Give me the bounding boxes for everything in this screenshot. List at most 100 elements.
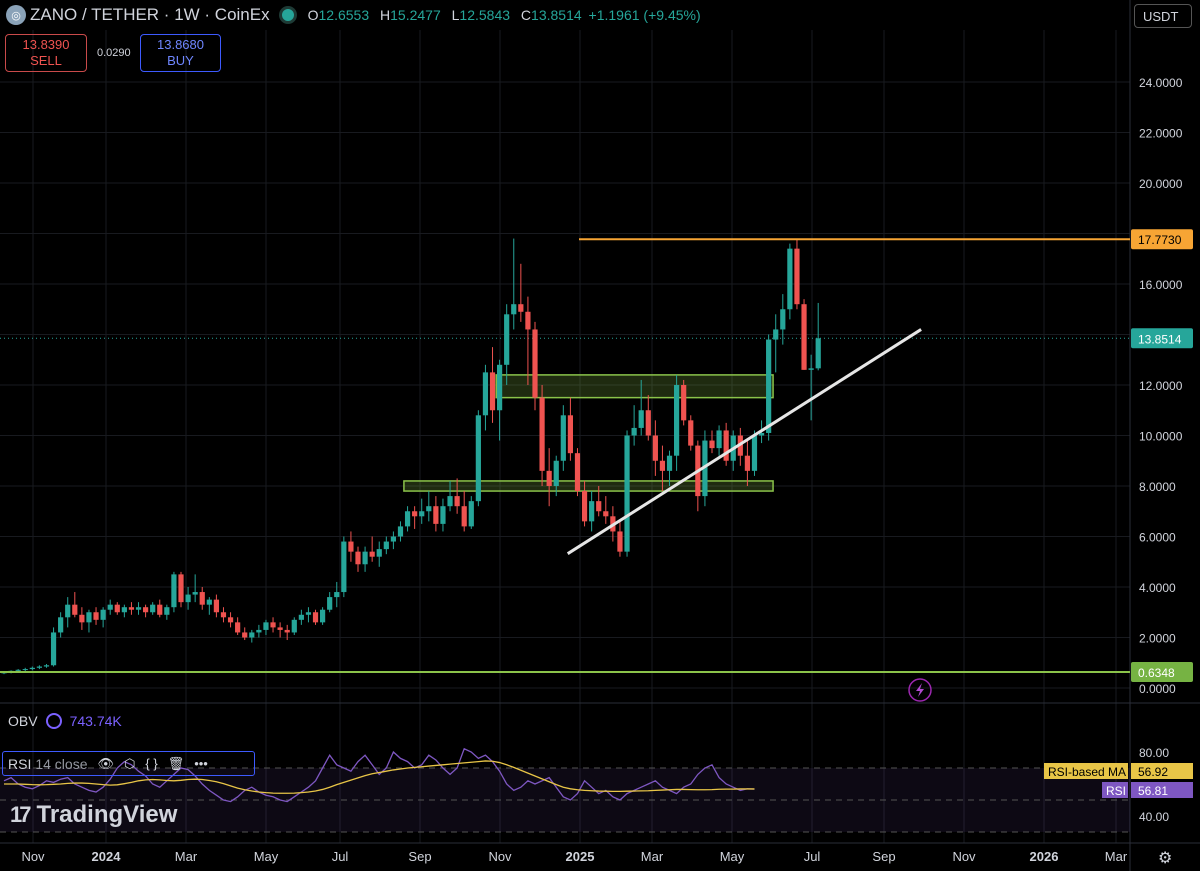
time-tick-label: 2024	[92, 849, 122, 864]
candle	[390, 536, 396, 542]
rsi-value-bg	[1131, 782, 1193, 798]
candle	[652, 435, 658, 461]
candle	[553, 460, 559, 486]
candle	[744, 455, 750, 471]
price-tick-label: 8.0000	[1139, 480, 1176, 494]
rsi-value: 56.81	[1138, 784, 1168, 798]
candle	[58, 617, 64, 633]
lightning-icon[interactable]	[908, 678, 932, 702]
chart-header: ◎ ZANO / TETHER · 1W · CoinEx O12.6553 H…	[0, 0, 704, 30]
symbol-title[interactable]: ZANO / TETHER · 1W · CoinEx	[30, 5, 270, 24]
candle	[86, 612, 92, 623]
eye-icon[interactable]: 👁	[97, 755, 115, 771]
candle	[567, 415, 573, 454]
candle	[497, 364, 503, 411]
candle	[780, 309, 786, 330]
candle	[72, 604, 78, 615]
candle	[766, 339, 772, 433]
candle	[758, 432, 765, 436]
candle	[65, 604, 71, 618]
ohlc-values: O12.6553 H15.2477 L12.5843 C13.8514 +1.1…	[307, 7, 701, 23]
candle	[716, 430, 722, 449]
candle	[270, 622, 276, 628]
candle	[376, 549, 382, 557]
candle	[645, 410, 651, 436]
candle	[43, 665, 50, 667]
candle	[355, 551, 361, 565]
candle	[581, 491, 588, 522]
candle	[518, 304, 524, 312]
candle	[93, 612, 99, 620]
candle	[178, 574, 184, 603]
time-axis[interactable]: Nov 2024 Mar May Jul Sep Nov 2025 Mar May Jul Sep No…	[21, 849, 1127, 864]
more-icon[interactable]: •••	[194, 756, 208, 771]
candlestick-series	[1, 238, 821, 675]
candle	[808, 368, 814, 370]
price-tick-label: 6.0000	[1139, 531, 1176, 545]
candle	[489, 372, 496, 411]
candle	[15, 669, 21, 671]
rsi-tick-label: 40.00	[1139, 810, 1169, 824]
candle	[227, 617, 234, 623]
time-tick-label: 2026	[1030, 849, 1059, 864]
candle	[631, 427, 637, 436]
buy-button[interactable]: 13.8680 BUY	[140, 34, 221, 72]
sell-button[interactable]: 13.8390 SELL	[5, 34, 87, 72]
delete-icon[interactable]: 🗑	[167, 755, 185, 771]
candle	[447, 496, 453, 507]
candle	[206, 599, 212, 605]
settings-icon[interactable]: ⬡	[124, 755, 136, 771]
spread-value: 0.0290	[97, 47, 131, 59]
source-code-icon[interactable]: { }	[145, 756, 158, 771]
price-axis[interactable]: 24.000022.000020.000018.000016.000014.00…	[1131, 76, 1193, 696]
price-tick-label: 16.0000	[1139, 278, 1183, 292]
candle	[22, 669, 28, 671]
candle	[383, 541, 389, 550]
candle	[305, 612, 312, 615]
candle	[150, 604, 156, 613]
candle	[723, 430, 729, 461]
currency-selector[interactable]: USDT	[1134, 4, 1192, 28]
candle	[787, 248, 793, 310]
candle	[674, 385, 680, 456]
horizontal-levels[interactable]	[0, 238, 1130, 673]
price-tick-label: 22.0000	[1139, 127, 1183, 141]
zone-box	[495, 374, 774, 399]
candle	[433, 506, 439, 524]
candle	[546, 470, 552, 486]
candle	[794, 248, 800, 305]
zone-box	[403, 480, 774, 492]
gear-icon[interactable]: ⚙	[1158, 850, 1173, 867]
obv-value: 743.74K	[69, 713, 122, 729]
candle	[213, 599, 219, 613]
candle	[773, 329, 779, 340]
price-tick-label: 10.0000	[1139, 430, 1183, 444]
coin-logo-icon: ◎	[6, 5, 26, 25]
candle	[624, 435, 630, 552]
candle	[256, 629, 262, 633]
time-tick-label: Jul	[804, 849, 821, 864]
candle	[192, 592, 198, 595]
time-tick-label: Nov	[488, 849, 512, 864]
candle	[277, 627, 283, 630]
rsi-ma-value: 56.92	[1138, 765, 1168, 779]
trendline[interactable]	[566, 328, 922, 555]
resistance-price-tag-bg	[1131, 229, 1193, 250]
candle	[128, 607, 135, 610]
candle	[341, 541, 347, 593]
candle	[263, 622, 269, 630]
candle	[461, 506, 467, 527]
price-tick-label: 12.0000	[1139, 379, 1183, 393]
candle	[29, 667, 35, 670]
candle	[298, 614, 304, 620]
time-tick-label: Sep	[408, 849, 431, 864]
time-tick-label: Nov	[952, 849, 976, 864]
obv-legend[interactable]: OBV 743.74K	[8, 713, 122, 729]
price-tick-label: 20.0000	[1139, 177, 1183, 191]
candle	[603, 511, 609, 517]
price-change: +1.1961 (+9.45%)	[588, 7, 701, 23]
rsi-legend[interactable]: RSI 14 close 👁 ⬡ { } 🗑 •••	[2, 751, 255, 776]
support-resistance-zones	[403, 374, 774, 492]
candle	[50, 632, 57, 666]
